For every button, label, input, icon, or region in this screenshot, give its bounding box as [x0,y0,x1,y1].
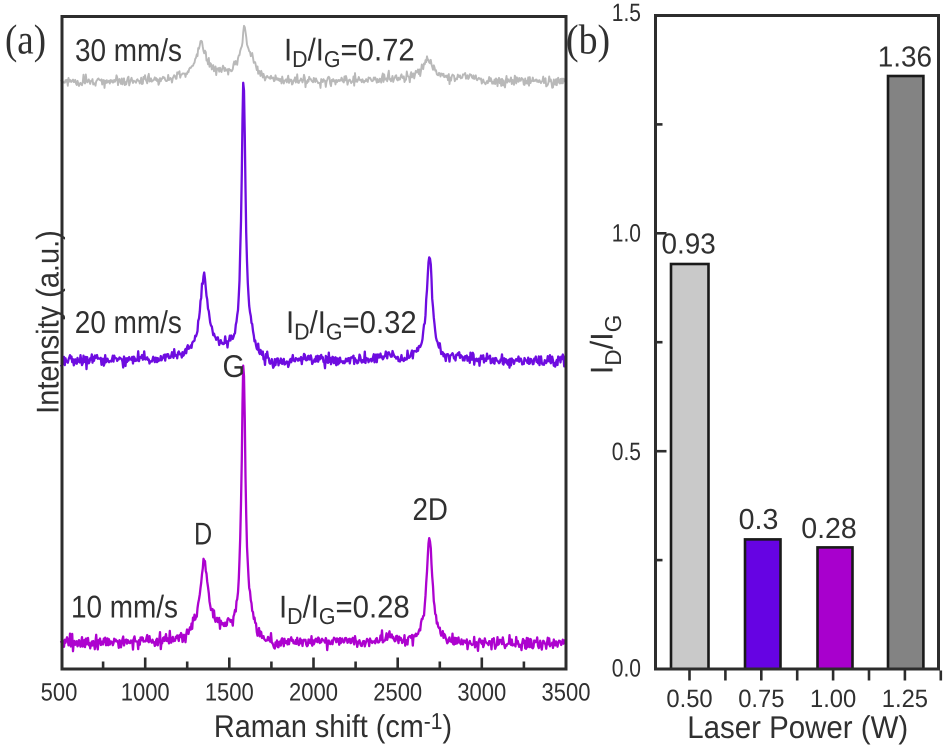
svg-text:1500: 1500 [205,678,254,706]
svg-text:10 mm/s: 10 mm/s [71,589,178,625]
svg-text:1.25: 1.25 [882,685,928,713]
svg-text:500: 500 [41,678,78,706]
svg-text:0.3: 0.3 [739,504,779,536]
svg-text:0.75: 0.75 [738,685,784,713]
svg-text:3500: 3500 [542,678,591,706]
svg-text:(b): (b) [566,18,610,64]
svg-text:0.28: 0.28 [801,513,857,545]
svg-text:1.00: 1.00 [810,685,856,713]
svg-text:Intensity (a.u.): Intensity (a.u.) [30,230,66,414]
svg-text:1.5: 1.5 [612,0,641,27]
svg-text:1.36: 1.36 [878,42,932,74]
svg-text:2D: 2D [413,491,448,527]
svg-text:2500: 2500 [373,678,422,706]
svg-text:0.93: 0.93 [662,228,716,260]
svg-text:(a): (a) [5,18,46,64]
svg-text:G: G [223,348,246,384]
svg-text:30 mm/s: 30 mm/s [75,32,182,68]
svg-text:0.0: 0.0 [612,655,641,683]
svg-text:0.5: 0.5 [612,438,641,466]
svg-text:Laser Power (W): Laser Power (W) [687,709,908,745]
svg-text:1000: 1000 [121,678,170,706]
svg-text:Raman shift (cm-1): Raman shift (cm-1) [214,708,452,744]
svg-text:1.0: 1.0 [612,219,641,247]
svg-text:D: D [194,516,212,552]
svg-text:3000: 3000 [457,678,506,706]
svg-text:ID/IG=0.28: ID/IG=0.28 [279,589,410,630]
svg-text:20 mm/s: 20 mm/s [75,304,182,340]
svg-text:0.50: 0.50 [666,685,712,713]
svg-text:2000: 2000 [289,678,338,706]
